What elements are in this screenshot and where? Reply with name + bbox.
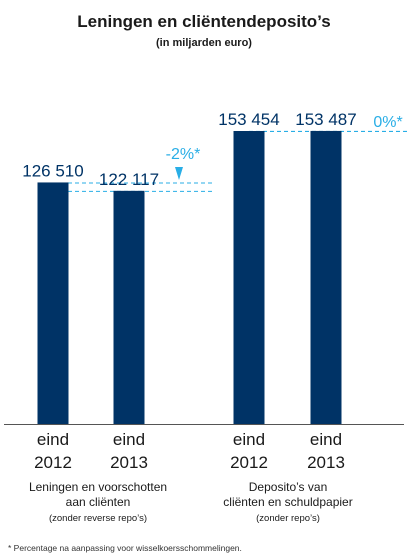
bar (37, 182, 69, 424)
x-tick-label: 2013 (307, 453, 345, 472)
group-label: aan cliënten (66, 495, 131, 509)
bar (113, 190, 145, 424)
group-label: Leningen en voorschotten (29, 480, 167, 494)
data-label: 153 487 (295, 110, 356, 129)
data-label: 126 510 (22, 161, 83, 180)
group-note: (zonder repo’s) (256, 513, 320, 524)
down-triangle-icon (175, 167, 183, 180)
change-label: 0%* (373, 114, 402, 131)
bar (310, 130, 342, 424)
x-tick-label: 2012 (230, 453, 268, 472)
x-tick-label: eind (310, 430, 342, 449)
chart-title: Leningen en cliëntendeposito’s (77, 12, 331, 31)
group-label: cliënten en schuldpapier (223, 495, 352, 509)
x-tick-label: 2012 (34, 453, 72, 472)
group-note: (zonder reverse repo’s) (49, 513, 147, 524)
footnote: * Percentage na aanpassing voor wisselko… (8, 543, 242, 553)
x-tick-label: 2013 (110, 453, 148, 472)
group-label: Deposito’s van (249, 480, 328, 494)
x-tick-label: eind (37, 430, 69, 449)
data-label: 153 454 (218, 110, 279, 129)
x-tick-label: eind (233, 430, 265, 449)
x-tick-label: eind (113, 430, 145, 449)
chart-subtitle: (in miljarden euro) (156, 37, 252, 49)
data-label: 122 117 (99, 170, 159, 189)
change-label: -2%* (166, 146, 201, 163)
bar (233, 131, 265, 424)
